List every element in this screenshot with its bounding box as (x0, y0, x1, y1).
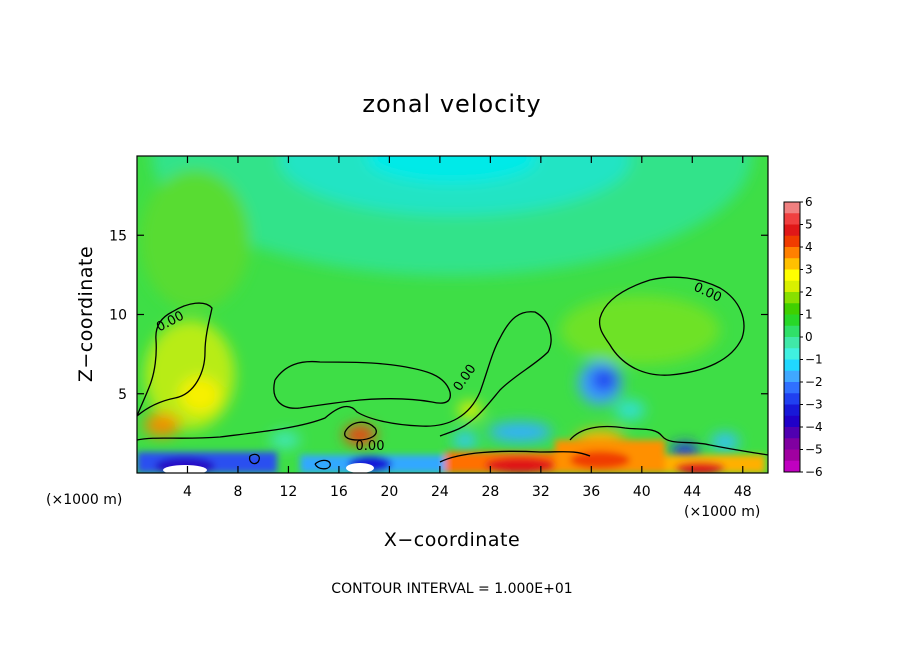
contour-zero-small-1 (344, 421, 377, 441)
contour-zero-lower-right (569, 425, 768, 456)
colorbar-swatch (784, 258, 800, 270)
colorbar-tick-label: 2 (805, 285, 813, 299)
x-tick-label: 20 (380, 484, 398, 500)
colorbar-tick-label: −2 (805, 375, 823, 389)
field-blobs (140, 156, 752, 461)
x-tick-label: 24 (431, 484, 449, 500)
y-axis-title: Z−coordinate (75, 246, 97, 382)
contour-zero-main (137, 302, 213, 417)
x-tick-label: 40 (633, 484, 651, 500)
colorbar-swatch (784, 247, 800, 259)
colorbar-tick-label: 0 (805, 330, 813, 344)
colorbar-swatch (784, 370, 800, 383)
y-tick-label: 10 (109, 308, 127, 324)
x-tick-label: 44 (683, 484, 701, 500)
colorbar-swatch (784, 202, 800, 214)
colorbar-tick-label: 1 (805, 308, 813, 322)
colorbar-swatch (784, 382, 800, 394)
x-axis-title: X−coordinate (384, 529, 520, 551)
colorbar-swatch (784, 460, 800, 473)
colorbar-swatch (784, 213, 800, 225)
x-tick-label: 8 (233, 484, 242, 500)
colorbar-swatch (784, 280, 800, 293)
y-tick-label: 5 (118, 387, 127, 403)
x-tick-label: 4 (183, 484, 192, 500)
surface-white-patch-left (163, 465, 207, 473)
chart-title: zonal velocity (362, 90, 541, 118)
contour-zero-upper-right (598, 276, 745, 376)
colorbar-swatch (784, 325, 800, 338)
colorbar-swatch (784, 303, 800, 315)
x-axis: 4 8 12 16 20 24 28 32 36 40 44 48 (183, 156, 752, 500)
contour-zero-left-lower (137, 311, 552, 441)
colorbar-tick-label: 6 (805, 195, 813, 209)
contour-label: 0.00 (356, 439, 385, 454)
colorbar-swatch (784, 404, 800, 417)
y-tick-label: 15 (109, 228, 127, 244)
x-tick-label: 36 (582, 484, 600, 500)
x-tick-label: 28 (481, 484, 499, 500)
x-tick-label: 16 (330, 484, 348, 500)
x-tick-label: 12 (280, 484, 298, 500)
colorbar-swatch (784, 235, 800, 248)
colorbar-swatch (784, 438, 800, 450)
colorbar-swatch (784, 292, 800, 304)
colorbar-tick-label: −5 (805, 443, 823, 457)
contour-zero-small-3 (248, 453, 260, 465)
colorbar-swatch (784, 269, 800, 282)
colorbar-tick-label: 3 (805, 263, 813, 277)
colorbar-swatch (784, 337, 800, 349)
colorbar-tick-label: −6 (805, 465, 823, 479)
colorbar-swatch (784, 314, 800, 327)
contour-zero-mid (273, 360, 451, 409)
colorbar-swatch (784, 348, 800, 360)
contour-zero-small-4 (314, 459, 331, 470)
colorbar-swatch (784, 449, 800, 462)
x-tick-label: 48 (734, 484, 752, 500)
contour-lines (137, 276, 768, 470)
colorbar: 6 5 4 3 2 1 0 −1 −2 −3 −4 −5 −6 (783, 195, 823, 479)
x-tick-label: 32 (532, 484, 550, 500)
colorbar-tick-label: −4 (805, 420, 823, 434)
colorbar-tick-label: −1 (805, 353, 823, 367)
x-unit-label-right: (×1000 m) (684, 504, 760, 520)
x-unit-label-left: (×1000 m) (46, 492, 122, 508)
colorbar-swatch (784, 359, 800, 372)
y-axis: 5 10 15 (109, 228, 768, 403)
contour-interval-note: CONTOUR INTERVAL = 1.000E+01 (331, 581, 572, 597)
colorbar-swatch (784, 415, 800, 428)
colorbar-tick-label: −3 (805, 398, 823, 412)
colorbar-swatch (784, 224, 800, 237)
contour-zero-small-2 (439, 450, 591, 463)
velocity-field (137, 156, 768, 473)
colorbar-swatch (784, 393, 800, 405)
colorbar-tick-label: 4 (805, 240, 813, 254)
colorbar-tick-label: 5 (805, 218, 813, 232)
colorbar-swatch (784, 427, 800, 439)
surface-white-patch-mid (346, 463, 374, 473)
